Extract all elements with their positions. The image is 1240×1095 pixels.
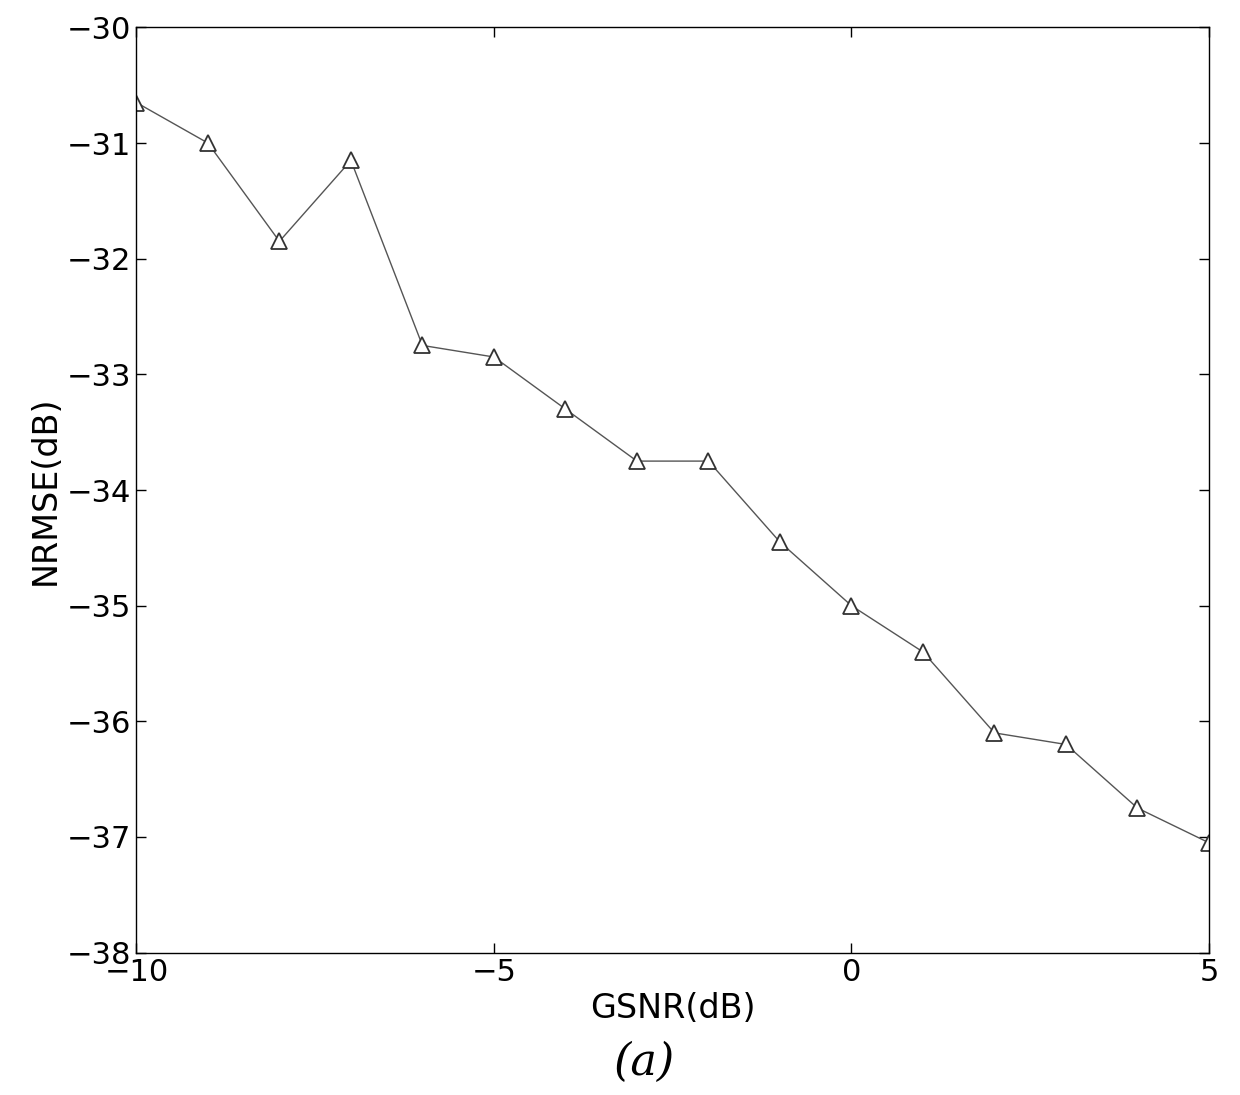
Text: (a): (a) <box>614 1040 676 1084</box>
X-axis label: GSNR(dB): GSNR(dB) <box>590 992 755 1025</box>
Y-axis label: NRMSE(dB): NRMSE(dB) <box>29 395 62 585</box>
